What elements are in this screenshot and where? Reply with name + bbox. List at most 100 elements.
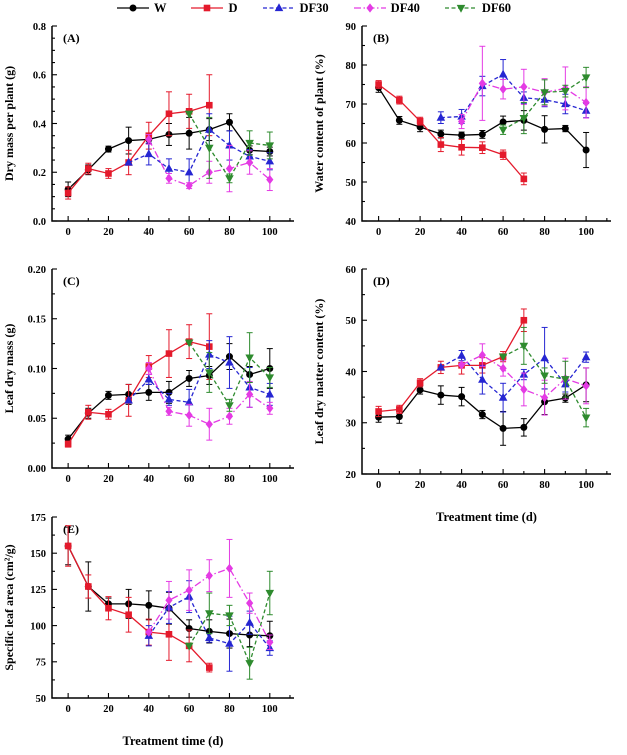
diamond-marker [520,82,528,92]
x-tick-label: 60 [184,474,195,485]
panel-B-chart: 40 50 60 70 80 90 0 20 40 60 80 100 (B) Water content… [312,22,611,238]
circle-marker [395,413,403,421]
legend-item-D: D [190,2,238,15]
circle-marker [416,386,424,394]
series-DF60 [498,326,591,428]
triangle-down-marker [581,414,591,423]
line-D [67,340,210,445]
triangle-down-marker [245,660,254,668]
diamond-marker [205,570,213,581]
circle-marker [129,4,137,12]
triangle-down-marker [519,114,529,123]
error-bars-DF60 [520,326,590,428]
square-marker [375,408,382,415]
diamond-marker [499,363,507,374]
diamond-marker [185,410,193,420]
legend-item-DF40: DF40 [353,2,420,15]
y-tick-label: 0.20 [28,265,46,276]
diamond-marker [225,163,234,174]
panel-e-specific-leaf-area: 50 75 100 125 150 175 0 20 40 60 80 100 (E) Specific … [2,504,308,754]
y-tick-label: 0.2 [33,168,46,179]
triangle-up-marker [265,156,275,165]
series-DF60 [498,66,591,135]
panel-C-chart: 0.00 0.05 0.10 0.15 0.20 0 20 40 60 80 100 (C) Leaf … [2,265,294,485]
y-tick-label: 0.8 [33,22,46,33]
diamond-marker [582,381,590,391]
y-tick-label: 0.10 [28,364,46,375]
square-marker [437,141,445,148]
panel-tag: (C) [63,274,80,288]
square-marker [165,630,173,638]
line-D [378,83,525,180]
x-tick-label: 20 [415,227,426,238]
triangle-up-marker [436,362,446,371]
y-tick-label: 0.05 [28,414,46,425]
x-tick-label: 40 [456,480,467,491]
circle-marker [582,146,590,154]
error-bars-DF40 [479,343,590,416]
line-DF30 [440,73,587,119]
triangle-up-marker [225,357,234,366]
circle-marker [104,145,112,153]
y-tick-label: 175 [30,513,46,524]
triangle-up-marker [478,374,487,383]
panel-E-chart: 50 75 100 125 150 175 0 20 40 60 80 100 (E) Specific … [2,513,294,748]
circle-marker [185,374,193,382]
triangle-up-marker [436,112,446,121]
square-marker [416,117,424,125]
triangle-down-marker [561,88,570,96]
series-DF60 [184,110,275,184]
diamond-marker [478,350,486,360]
circle-marker [437,391,445,399]
square-marker [375,81,382,88]
series-DF40 [145,362,274,441]
circle-marker [145,388,153,396]
square-marker [416,379,424,387]
x-tick-label: 60 [498,227,509,238]
triangle-up-marker [144,149,154,158]
axis-ticks [52,268,291,469]
y-tick-label: 60 [346,139,357,150]
panel-tag: (E) [63,522,79,536]
x-tick-label: 100 [578,227,594,238]
diamond-marker [185,181,193,191]
triangle-down-marker [205,610,214,619]
x-tick-label: 100 [262,227,278,238]
series-DF60 [184,332,275,412]
triangle-up-marker [124,157,133,166]
circle-marker [395,116,403,124]
diamond-marker [145,627,153,637]
circle-marker [437,130,445,138]
square-marker [520,316,528,324]
x-tick-label: 60 [184,704,195,715]
line-DF60 [502,76,587,131]
x-axis-title: Treatment time (d) [123,734,224,748]
square-marker [520,175,528,183]
square-marker [64,189,72,197]
series-DF40 [145,538,274,650]
y-tick-label: 0.15 [28,315,46,326]
triangle-down-marker [265,142,275,151]
x-tick-label: 20 [103,704,114,715]
square-marker [396,96,403,104]
y-tick-label: 40 [346,367,357,378]
error-bars-DF60 [206,332,273,412]
x-tick-label: 0 [66,704,71,715]
y-tick-label: 80 [346,61,357,72]
diamond-marker [205,419,213,429]
x-tick-label: 40 [144,704,155,715]
triangle-up-marker [164,394,174,403]
square-marker [85,165,92,172]
triangle-down-marker [225,612,234,621]
x-tick-label: 40 [144,227,155,238]
circle-marker [125,137,133,145]
square-marker [205,664,213,671]
triangle-down-marker [225,175,234,184]
triangle-down-marker [498,353,508,362]
triangle-down-marker [245,139,254,148]
square-marker [165,350,173,357]
legend: W D DF30 DF40 DF60 [0,0,627,16]
line-D [378,319,525,413]
triangle-up-marker [581,352,591,361]
y-tick-label: 50 [36,694,47,705]
